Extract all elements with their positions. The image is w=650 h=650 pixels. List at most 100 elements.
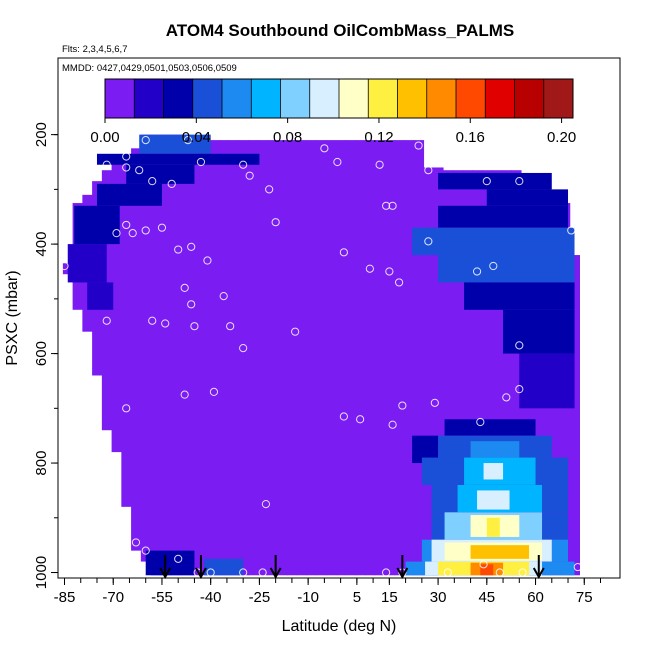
heatmap-cell <box>179 134 191 576</box>
x-tick-label: -70 <box>102 589 124 606</box>
heatmap-cell <box>384 140 395 576</box>
heatmap-cell <box>345 140 356 576</box>
sample-point <box>187 242 196 251</box>
heatmap-cell <box>433 167 444 576</box>
colorbar-swatch <box>251 79 281 118</box>
y-axis-label: PSXC (mbar) <box>4 270 21 365</box>
colorbar-swatch <box>280 79 311 118</box>
sample-point <box>271 218 280 227</box>
x-tick-label: 45 <box>478 589 495 606</box>
heatmap-cell <box>131 148 142 551</box>
heatmap-cell <box>111 159 122 453</box>
sample-point <box>187 300 196 309</box>
sample-point <box>356 415 365 424</box>
heatmap-cell <box>438 205 569 228</box>
sample-point <box>131 538 141 547</box>
colorbar-swatch <box>309 79 340 118</box>
heatmap-cell <box>228 140 239 576</box>
sample-point <box>180 390 189 399</box>
heatmap-cell <box>486 189 569 206</box>
sample-point <box>122 541 131 550</box>
colorbar-frame <box>104 78 574 119</box>
heatmap-cell <box>501 170 512 576</box>
colorbar-tick-label: 0.16 <box>456 129 485 146</box>
heatmap-cell <box>277 140 288 576</box>
heatmap-cell <box>316 140 327 576</box>
sample-point <box>122 404 131 413</box>
sample-point <box>183 136 193 145</box>
sample-point <box>502 393 511 402</box>
heatmap-cell <box>139 134 211 154</box>
heatmap-cell <box>238 140 249 576</box>
heatmap-cell <box>67 244 107 283</box>
heatmap-cell <box>74 205 120 245</box>
sample-point <box>209 387 219 396</box>
colorbar-tick-label: 0.00 <box>90 129 119 146</box>
heatmap-cell <box>374 140 386 576</box>
heatmap-cell <box>491 170 503 576</box>
heatmap-cell <box>96 153 260 165</box>
heatmap-cell <box>519 353 575 409</box>
heatmap-cell <box>486 517 500 537</box>
sample-point <box>245 171 254 180</box>
sample-point <box>226 322 235 331</box>
profile-arrows <box>159 555 545 580</box>
heatmap-cell <box>145 550 195 576</box>
sample-point <box>385 267 394 276</box>
heatmap-cell <box>394 140 405 576</box>
profile-arrow-head <box>532 567 545 580</box>
sample-point <box>60 261 69 271</box>
colorbar-tick-label: 0.20 <box>547 129 576 146</box>
heatmap-cell <box>470 441 520 458</box>
heatmap-cell <box>481 170 493 576</box>
colorbar-swatch <box>397 79 428 118</box>
sample-point <box>339 248 348 257</box>
heatmap-cell <box>355 140 366 576</box>
heatmap-cell <box>140 134 152 562</box>
colorbar-swatch <box>105 79 135 118</box>
x-tick-label: -55 <box>151 589 173 606</box>
sample-point <box>382 201 391 210</box>
heatmap-cell <box>444 419 536 436</box>
sample-point <box>365 264 374 273</box>
sample-point <box>388 420 397 429</box>
colorbar: 0.00 0.04 0.08 0.12 0.16 0.20 <box>90 78 576 146</box>
x-tick-label: 60 <box>527 589 544 606</box>
x-tick-label: 75 <box>576 589 593 606</box>
sample-point <box>261 500 271 509</box>
sample-point <box>472 267 482 276</box>
sample-point <box>443 568 452 577</box>
sample-point <box>339 412 348 421</box>
colorbar-swatch <box>543 79 574 118</box>
sample-point <box>333 157 342 167</box>
sample-point <box>219 292 228 301</box>
heatmap-cell <box>326 140 337 576</box>
sample-point <box>495 568 504 577</box>
heatmap-cell <box>306 140 317 576</box>
sample-point <box>112 229 121 238</box>
sample-point <box>398 401 407 410</box>
heatmap-cell <box>199 137 210 576</box>
colorbar-swatch <box>163 79 194 118</box>
y-tick-label: 1000 <box>33 556 50 589</box>
heatmap-cell <box>87 282 114 310</box>
y-tick-label: 800 <box>33 451 50 476</box>
heatmap-cell <box>96 183 162 206</box>
sample-point <box>515 385 524 394</box>
sample-point <box>122 152 131 161</box>
sample-point <box>203 256 212 265</box>
sample-point <box>148 316 157 325</box>
x-tick-label: 15 <box>381 589 398 606</box>
x-tick-label: -85 <box>54 589 76 606</box>
heatmap-cell <box>160 134 171 576</box>
sample-point <box>424 237 433 246</box>
heatmap-cell <box>438 172 552 190</box>
x-tick-label: -25 <box>249 589 271 606</box>
dates-label: MMDD: 0427,0429,0501,0503,0506,0509 <box>62 63 237 74</box>
heatmap-field <box>62 134 580 576</box>
heatmap-cell <box>170 134 181 576</box>
profile-arrow-head <box>195 567 207 580</box>
colorbar-swatch <box>192 79 223 118</box>
colorbar-swatch <box>339 79 369 118</box>
heatmap-cell <box>189 137 200 576</box>
